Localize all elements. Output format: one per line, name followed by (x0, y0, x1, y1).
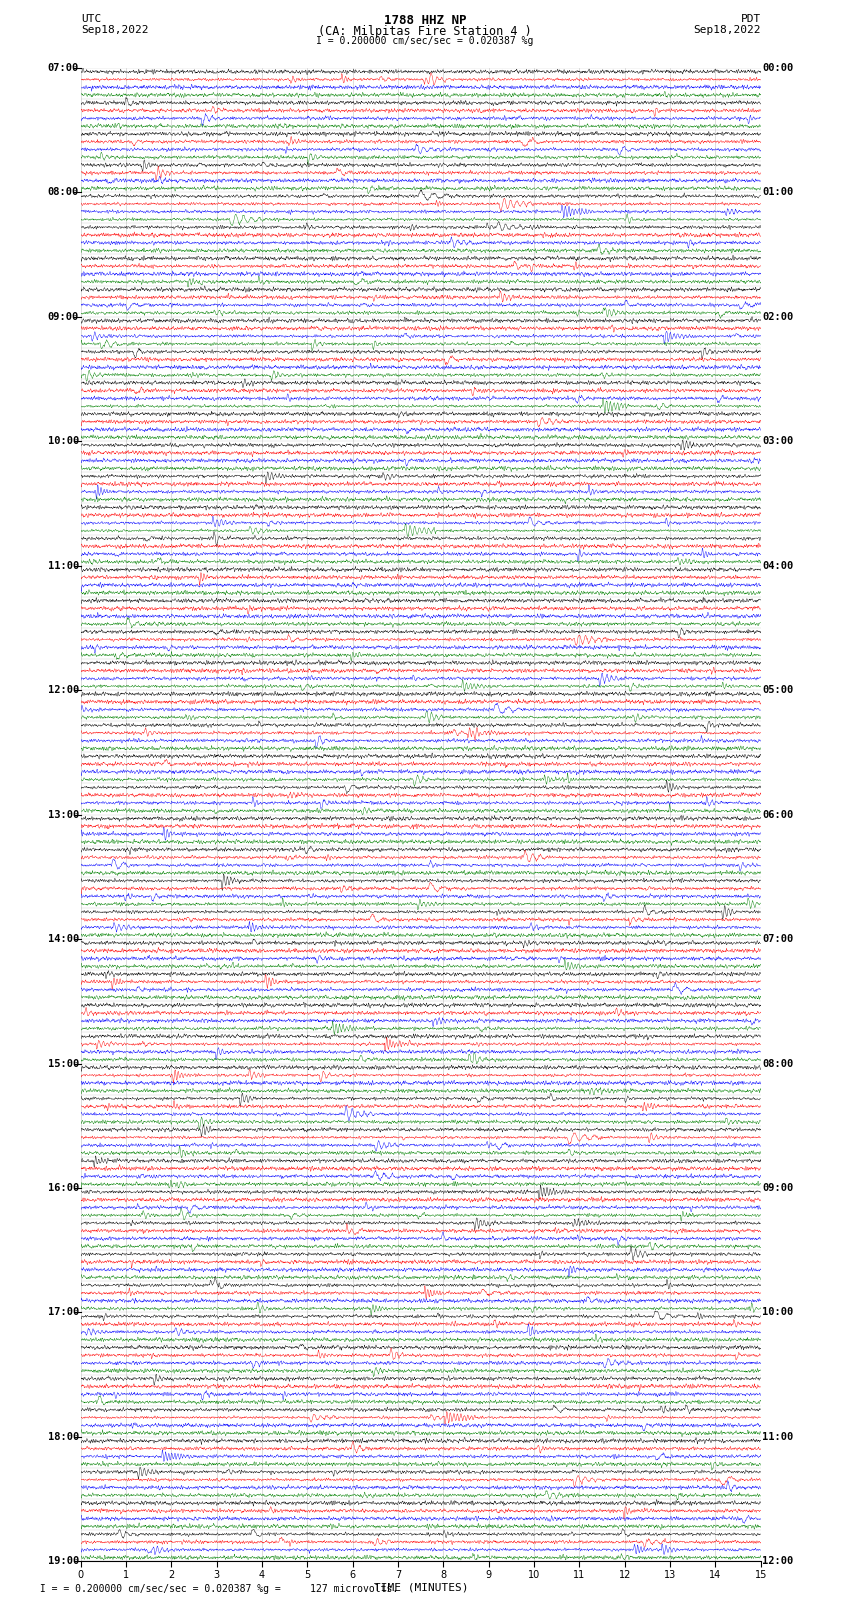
Text: 15:00: 15:00 (48, 1058, 79, 1068)
Text: 08:00: 08:00 (48, 187, 79, 197)
Text: 12:00: 12:00 (48, 686, 79, 695)
Text: 11:00: 11:00 (762, 1432, 794, 1442)
Text: 02:00: 02:00 (762, 311, 794, 321)
Text: 07:00: 07:00 (762, 934, 794, 944)
Text: 16:00: 16:00 (48, 1182, 79, 1194)
Text: 12:00: 12:00 (762, 1557, 794, 1566)
Text: 1788 HHZ NP: 1788 HHZ NP (383, 13, 467, 27)
Text: 11:00: 11:00 (48, 561, 79, 571)
Text: Sep18,2022: Sep18,2022 (81, 24, 148, 35)
Text: I = 0.200000 cm/sec/sec = 0.020387 %g: I = 0.200000 cm/sec/sec = 0.020387 %g (316, 37, 534, 47)
Text: 05:00: 05:00 (762, 686, 794, 695)
Text: 04:00: 04:00 (762, 561, 794, 571)
Text: 06:00: 06:00 (762, 810, 794, 819)
Text: 01:00: 01:00 (762, 187, 794, 197)
Text: 10:00: 10:00 (48, 436, 79, 447)
Text: 08:00: 08:00 (762, 1058, 794, 1068)
Text: 19:00: 19:00 (48, 1557, 79, 1566)
Text: PDT: PDT (740, 13, 761, 24)
Text: 09:00: 09:00 (762, 1182, 794, 1194)
Text: 10:00: 10:00 (762, 1308, 794, 1318)
Text: 09:00: 09:00 (48, 311, 79, 321)
Text: I = = 0.200000 cm/sec/sec = 0.020387 %g =     127 microvolts.: I = = 0.200000 cm/sec/sec = 0.020387 %g … (34, 1584, 399, 1594)
Text: 13:00: 13:00 (48, 810, 79, 819)
Text: Sep18,2022: Sep18,2022 (694, 24, 761, 35)
Text: UTC: UTC (81, 13, 101, 24)
Text: 00:00: 00:00 (762, 63, 794, 73)
Text: (CA: Milpitas Fire Station 4 ): (CA: Milpitas Fire Station 4 ) (318, 24, 532, 39)
Text: 14:00: 14:00 (48, 934, 79, 944)
Text: 03:00: 03:00 (762, 436, 794, 447)
Text: 18:00: 18:00 (48, 1432, 79, 1442)
Text: 17:00: 17:00 (48, 1308, 79, 1318)
X-axis label: TIME (MINUTES): TIME (MINUTES) (373, 1582, 468, 1592)
Text: 07:00: 07:00 (48, 63, 79, 73)
